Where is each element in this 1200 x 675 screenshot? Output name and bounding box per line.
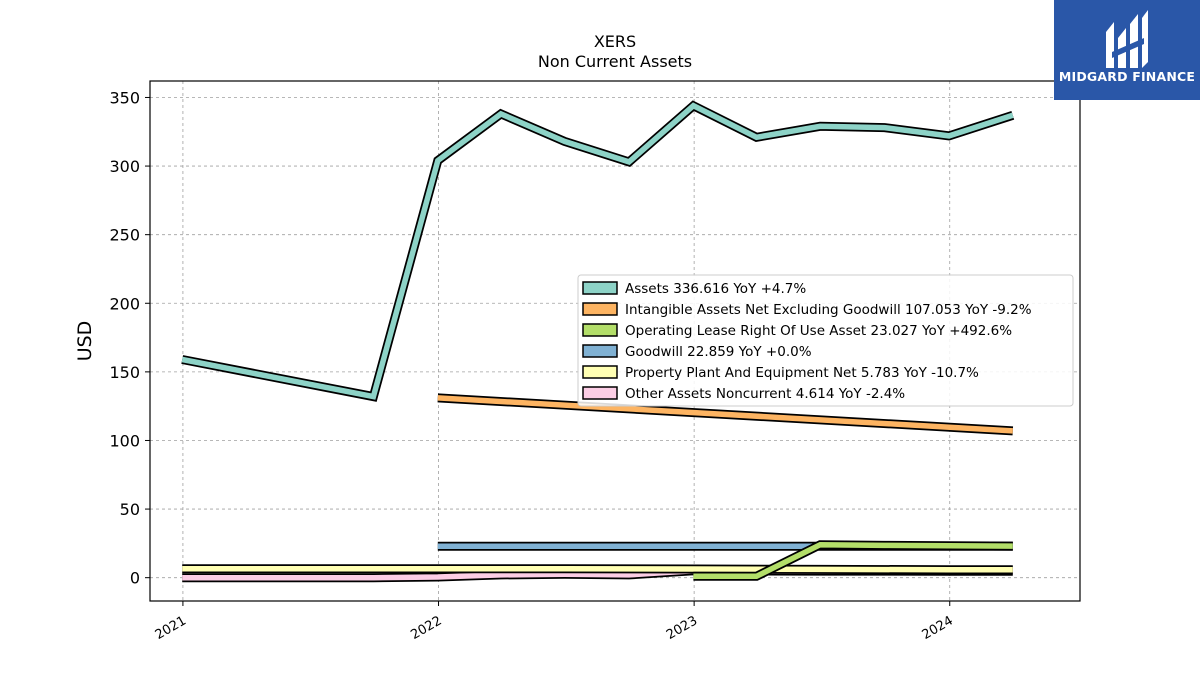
series-line — [181, 100, 1015, 402]
y-tick-label: 350 — [109, 88, 140, 107]
plot-frame — [149, 80, 1081, 602]
y-axis-ticks: 0 50 100 150 200 250 300 350 — [109, 88, 150, 588]
y-tick-label: 250 — [109, 226, 140, 245]
midgard-finance-logo: MIDGARD FINANCE — [1054, 0, 1200, 100]
legend-swatch — [582, 386, 618, 400]
series-line — [182, 564, 1013, 575]
series-line-fill — [181, 102, 1014, 400]
logo-text: MIDGARD FINANCE — [1058, 69, 1196, 84]
legend-entry: Other Assets Noncurrent 4.614 YoY -2.4% — [625, 386, 905, 402]
x-tick-label: 2023 — [664, 613, 700, 643]
legend: Assets 336.616 YoY +4.7% Intangible Asset… — [577, 274, 1074, 407]
legend-entry: Goodwill 22.859 YoY +0.0% — [625, 344, 812, 360]
series-line — [693, 540, 1013, 581]
logo-mark-icon — [1106, 10, 1148, 68]
y-tick-label: 150 — [109, 363, 140, 382]
legend-entry: Intangible Assets Net Excluding Goodwill… — [625, 302, 1032, 318]
legend-swatch — [582, 281, 618, 295]
chart-title: XERS — [594, 32, 636, 51]
series-line — [437, 393, 1014, 436]
y-tick-label: 100 — [109, 431, 140, 450]
y-axis-label: USD — [74, 321, 96, 362]
series-line-fill — [693, 541, 1013, 580]
series-lines — [181, 100, 1015, 583]
x-tick-label: 2021 — [153, 613, 189, 643]
x-tick-label: 2022 — [408, 613, 444, 643]
legend-swatch — [582, 302, 618, 316]
legend-entry: Property Plant And Equipment Net 5.783 Y… — [625, 365, 979, 381]
y-tick-label: 300 — [109, 157, 140, 176]
legend-swatch — [582, 344, 618, 358]
series-line-fill — [437, 395, 1013, 434]
legend-box — [577, 274, 1074, 407]
legend-swatch — [582, 323, 618, 337]
y-tick-label: 0 — [130, 569, 140, 588]
legend-entry: Operating Lease Right Of Use Asset 23.02… — [625, 323, 1012, 339]
y-tick-label: 200 — [109, 294, 140, 313]
x-axis-ticks: 2021 2022 2023 2024 — [153, 601, 956, 643]
legend-swatch — [582, 365, 618, 379]
y-tick-label: 50 — [120, 500, 140, 519]
series-line-fill — [182, 566, 1013, 573]
x-tick-label: 2024 — [920, 613, 956, 643]
legend-entry: Assets 336.616 YoY +4.7% — [625, 281, 806, 297]
chart-subtitle: Non Current Assets — [538, 52, 692, 71]
